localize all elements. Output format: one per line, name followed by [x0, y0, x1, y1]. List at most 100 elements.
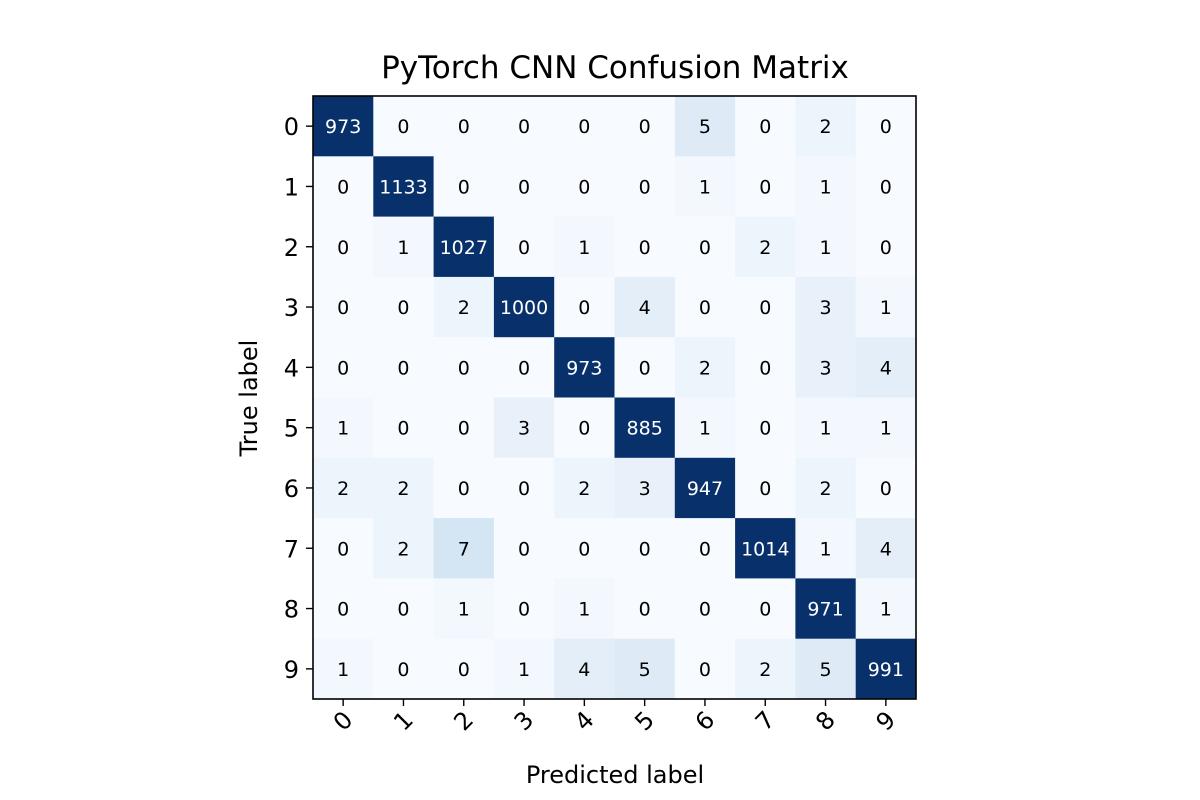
- heatmap-cell: [614, 216, 676, 278]
- y-tick-label: 0: [284, 113, 299, 141]
- heatmap-cell: [855, 156, 917, 218]
- heatmap-cell: [493, 216, 555, 278]
- heatmap-cell: [674, 96, 736, 157]
- cell-value-label: 3: [820, 297, 832, 319]
- heatmap-cells: [313, 96, 917, 700]
- heatmap-cell: [795, 276, 857, 338]
- heatmap-cell: [313, 96, 374, 157]
- cell-value-label: 0: [880, 478, 892, 500]
- cell-value-label: 0: [397, 659, 409, 681]
- heatmap-cell: [674, 457, 736, 519]
- heatmap-cell: [674, 638, 736, 700]
- heatmap-cell: [373, 397, 435, 459]
- chart-title: PyTorch CNN Confusion Matrix: [381, 50, 849, 86]
- cell-value-label: 4: [880, 357, 892, 379]
- heatmap-cell: [855, 216, 917, 278]
- heatmap-cell: [554, 156, 615, 218]
- heatmap-cell: [313, 578, 374, 640]
- cell-value-label: 5: [699, 116, 711, 138]
- cell-value-label: 3: [820, 357, 832, 379]
- cell-value-label: 4: [578, 659, 590, 681]
- cell-value-label: 0: [639, 176, 651, 198]
- heatmap-cell: [373, 518, 435, 579]
- heatmap-cell: [554, 96, 615, 157]
- cell-value-label: 0: [880, 237, 892, 259]
- heatmap-cell: [674, 518, 736, 579]
- heatmap-cell: [795, 337, 857, 398]
- cell-value-label: 1: [699, 176, 711, 198]
- cell-value-label: 0: [518, 176, 530, 198]
- cell-value-label: 0: [759, 478, 771, 500]
- cell-value-label: 0: [518, 237, 530, 259]
- cell-value-label: 1: [578, 599, 590, 621]
- cell-value-label: 0: [397, 116, 409, 138]
- heatmap-cell: [554, 518, 615, 579]
- cell-value-label: 0: [518, 357, 530, 379]
- heatmap-cell: [855, 578, 917, 640]
- y-tick-label: 3: [284, 294, 299, 322]
- heatmap-cell: [614, 578, 676, 640]
- heatmap-cell: [735, 96, 796, 157]
- cell-value-label: 0: [639, 357, 651, 379]
- heatmap-cell: [313, 276, 374, 338]
- heatmap-cell: [554, 397, 615, 459]
- heatmap-cell: [674, 578, 736, 640]
- y-tick-label: 7: [284, 535, 299, 563]
- heatmap-cell: [433, 397, 495, 459]
- cell-value-label: 971: [807, 599, 843, 621]
- cell-value-labels: 973 0 0 0 0 0 5 0 2 00 1133 0 0 0 0 1 0 1 00 1 1027 0 1 0 0 2 1 00 0…: [325, 116, 904, 681]
- cell-value-label: 0: [458, 478, 470, 500]
- cell-value-label: 0: [699, 297, 711, 319]
- cell-value-label: 0: [699, 237, 711, 259]
- cell-value-label: 3: [518, 418, 530, 440]
- cell-value-label: 0: [639, 599, 651, 621]
- heatmap-cell: [433, 457, 495, 519]
- cell-value-label: 1: [458, 599, 470, 621]
- heatmap-cell: [373, 276, 435, 338]
- heatmap-cell: [433, 578, 495, 640]
- cell-value-label: 5: [820, 659, 832, 681]
- heatmap-cell: [554, 638, 615, 700]
- cell-value-label: 0: [337, 538, 349, 560]
- heatmap-cell: [313, 397, 374, 459]
- cell-value-label: 1: [820, 237, 832, 259]
- cell-value-label: 0: [397, 297, 409, 319]
- heatmap-cell: [493, 578, 555, 640]
- cell-value-label: 0: [578, 297, 590, 319]
- cell-value-label: 947: [687, 478, 723, 500]
- cell-value-label: 885: [627, 418, 663, 440]
- heatmap-cell: [493, 638, 555, 700]
- heatmap-cell: [493, 276, 555, 338]
- heatmap-cell: [795, 156, 857, 218]
- cell-value-label: 973: [566, 357, 602, 379]
- heatmap-cell: [373, 457, 435, 519]
- heatmap-cell: [674, 156, 736, 218]
- cell-value-label: 1: [880, 297, 892, 319]
- heatmap-cell: [855, 638, 917, 700]
- heatmap-cell: [313, 638, 374, 700]
- cell-value-label: 0: [458, 418, 470, 440]
- y-tick-label: 1: [284, 173, 299, 201]
- cell-value-label: 0: [397, 418, 409, 440]
- heatmap-cell: [614, 156, 676, 218]
- y-tick-label: 2: [284, 234, 299, 262]
- heatmap-cell: [795, 397, 857, 459]
- cell-value-label: 1: [820, 538, 832, 560]
- heatmap-cell: [855, 397, 917, 459]
- plot-frame: [312, 95, 917, 700]
- x-tick-label: 6: [690, 706, 721, 737]
- heatmap-cell: [735, 578, 796, 640]
- heatmap-cell: [795, 578, 857, 640]
- heatmap-cell: [795, 216, 857, 278]
- heatmap-cell: [433, 518, 495, 579]
- cell-value-label: 1: [397, 237, 409, 259]
- heatmap-cell: [554, 578, 615, 640]
- heatmap-cell: [795, 96, 857, 157]
- cell-value-label: 2: [820, 116, 832, 138]
- heatmap-cell: [373, 638, 435, 700]
- heatmap-cell: [795, 457, 857, 519]
- heatmap-cell: [795, 518, 857, 579]
- heatmap-cell: [373, 337, 435, 398]
- heatmap-cell: [614, 518, 676, 579]
